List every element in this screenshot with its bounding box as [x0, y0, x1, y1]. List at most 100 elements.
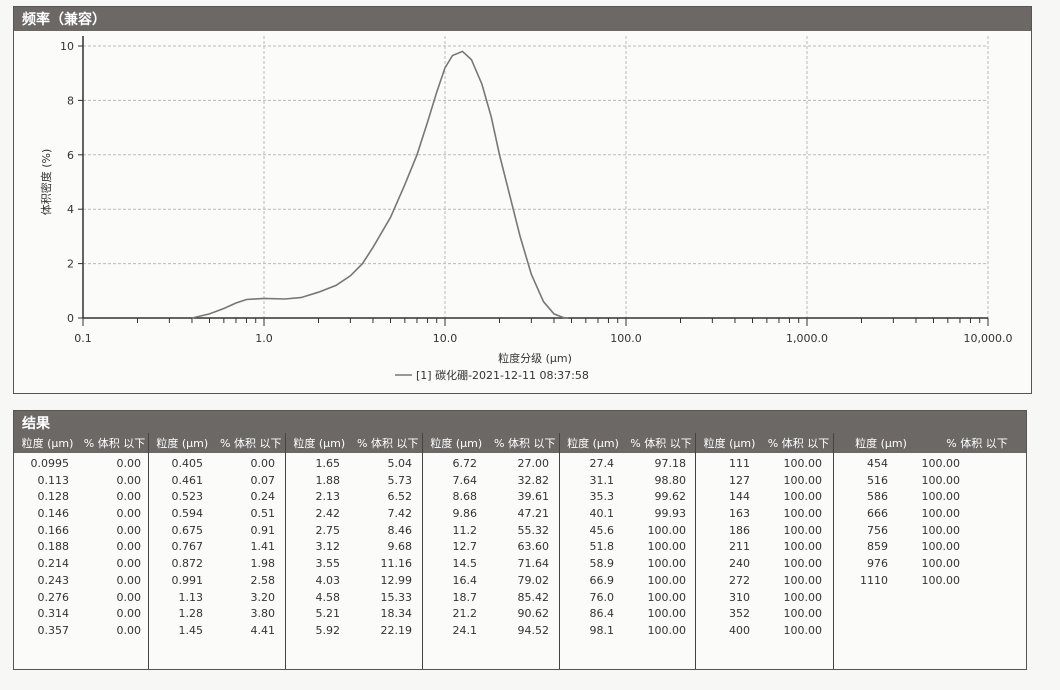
size-cell: 0.872: [171, 557, 204, 571]
size-cell: 211: [729, 540, 750, 554]
size-cell: 2.13: [315, 490, 341, 504]
size-cell: 1.13: [178, 590, 204, 604]
size-cell: 0.357: [37, 623, 70, 637]
table-row: 127 100.00: [695, 473, 833, 490]
size-cell: 11.2: [452, 523, 478, 537]
column-header-percent: % 体积 以下: [494, 437, 556, 450]
table-row: 0.461 0.07: [148, 473, 285, 490]
table-row: 0.188 0.00: [14, 539, 148, 556]
percent-cell: 1.98: [250, 557, 276, 571]
percent-cell: 0.00: [116, 573, 142, 587]
size-cell: 86.4: [589, 607, 615, 621]
percent-cell: 100.00: [783, 590, 823, 604]
percent-cell: 63.60: [517, 540, 550, 554]
size-cell: 0.991: [171, 573, 204, 587]
percent-cell: 100.00: [783, 607, 823, 621]
percent-cell: 2.58: [250, 573, 276, 587]
percent-cell: 0.51: [250, 507, 276, 521]
percent-cell: 97.18: [654, 457, 687, 470]
size-cell: 111: [729, 457, 750, 470]
size-cell: 310: [729, 590, 750, 604]
column-header-row: 粒度 (μm) % 体积 以下: [559, 433, 695, 453]
size-cell: 3.12: [315, 540, 341, 554]
percent-cell: 47.21: [517, 507, 550, 521]
size-cell: 12.7: [452, 540, 478, 554]
percent-cell: 12.99: [380, 573, 413, 587]
x-tick-label: 10,000.0: [964, 332, 1013, 345]
column-header-percent: % 体积 以下: [357, 437, 419, 450]
percent-cell: 0.00: [116, 457, 142, 470]
table-row: 51.8 100.00: [559, 539, 695, 556]
size-cell: 98.1: [589, 623, 615, 637]
column-header-row: 粒度 (μm) % 体积 以下: [833, 433, 1025, 453]
table-row: 0.276 0.00: [14, 590, 148, 607]
percent-cell: 100.00: [921, 490, 961, 504]
percent-cell: 22.19: [380, 623, 413, 637]
x-tick-label: 10.0: [433, 332, 458, 345]
table-row: 211 100.00: [695, 539, 833, 556]
results-column-group: 粒度 (μm) % 体积 以下 6.72 27.00 7.64 32.82 8.68 39.6…: [422, 433, 560, 669]
size-cell: 6.72: [452, 457, 478, 470]
table-row: 0.767 1.41: [148, 539, 285, 556]
size-cell: 9.86: [452, 507, 478, 521]
percent-cell: 100.00: [647, 590, 687, 604]
size-cell: 400: [729, 623, 750, 637]
chart-panel: 频率（兼容）: [13, 6, 1032, 394]
size-cell: 2.42: [315, 507, 341, 521]
percent-cell: 100.00: [783, 507, 823, 521]
size-cell: 756: [867, 523, 888, 537]
table-row: 144 100.00: [695, 489, 833, 506]
column-header-size: 粒度 (μm): [703, 437, 756, 450]
column-header-row: 粒度 (μm) % 体积 以下: [14, 433, 148, 453]
table-row: 58.9 100.00: [559, 556, 695, 573]
x-tick-label: 1,000.0: [786, 332, 828, 345]
percent-cell: 3.20: [250, 590, 276, 604]
column-header-percent: % 体积 以下: [83, 437, 146, 450]
table-row: 7.64 32.82: [422, 473, 559, 490]
table-row: 35.3 99.62: [559, 489, 695, 506]
percent-cell: 98.80: [654, 473, 687, 487]
x-tick-label: 100.0: [610, 332, 642, 345]
size-cell: 516: [867, 473, 888, 487]
percent-cell: 100.00: [921, 557, 961, 571]
percent-cell: 6.52: [387, 490, 413, 504]
column-header-percent: % 体积 以下: [630, 437, 692, 450]
table-row: 0.243 0.00: [14, 573, 148, 590]
table-row: 0.166 0.00: [14, 523, 148, 540]
percent-cell: 100.00: [921, 540, 961, 554]
table-row: 14.5 71.64: [422, 556, 559, 573]
percent-cell: 100.00: [647, 523, 687, 537]
size-cell: 14.5: [452, 557, 478, 571]
size-cell: 31.1: [589, 473, 615, 487]
column-header-size: 粒度 (μm): [430, 437, 483, 450]
y-axis-label: 体积密度 (%): [39, 149, 53, 216]
column-header-percent: % 体积 以下: [220, 437, 282, 450]
percent-cell: 0.00: [116, 507, 142, 521]
table-row: 24.1 94.52: [422, 623, 559, 640]
size-cell: 24.1: [452, 623, 478, 637]
size-cell: 66.9: [589, 573, 615, 587]
percent-cell: 100.00: [647, 607, 687, 621]
percent-cell: 100.00: [921, 457, 961, 470]
percent-cell: 0.00: [116, 473, 142, 487]
percent-cell: 0.07: [250, 473, 276, 487]
percent-cell: 7.42: [387, 507, 413, 521]
table-row: 2.75 8.46: [285, 523, 422, 540]
table-row: 16.4 79.02: [422, 573, 559, 590]
table-row: 0.113 0.00: [14, 473, 148, 490]
table-row: 240 100.00: [695, 556, 833, 573]
table-row: 2.13 6.52: [285, 489, 422, 506]
column-header-size: 粒度 (μm): [21, 437, 74, 450]
size-cell: 240: [729, 557, 750, 571]
table-row: 0.991 2.58: [148, 573, 285, 590]
percent-cell: 11.16: [380, 557, 413, 571]
table-row: 1110 100.00: [833, 573, 1025, 590]
percent-cell: 100.00: [921, 523, 961, 537]
percent-cell: 0.00: [116, 590, 142, 604]
percent-cell: 71.64: [517, 557, 550, 571]
percent-cell: 27.00: [517, 457, 550, 470]
percent-cell: 100.00: [647, 573, 687, 587]
table-row: 8.68 39.61: [422, 489, 559, 506]
table-row: 4.03 12.99: [285, 573, 422, 590]
percent-cell: 0.24: [250, 490, 276, 504]
